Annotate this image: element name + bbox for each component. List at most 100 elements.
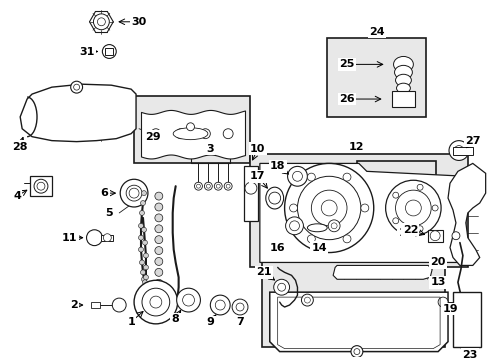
Circle shape — [93, 14, 109, 30]
Circle shape — [151, 129, 161, 139]
Circle shape — [155, 214, 163, 222]
Circle shape — [343, 235, 350, 243]
Circle shape — [138, 223, 143, 228]
Polygon shape — [20, 84, 136, 141]
Bar — [452, 147, 472, 154]
Circle shape — [289, 221, 299, 231]
Text: 9: 9 — [206, 317, 214, 327]
Polygon shape — [269, 292, 447, 352]
Circle shape — [360, 204, 368, 212]
Text: 14: 14 — [311, 243, 326, 253]
Circle shape — [273, 279, 289, 295]
Circle shape — [142, 288, 169, 316]
Circle shape — [196, 184, 200, 188]
Bar — [134, 96, 249, 163]
Polygon shape — [447, 163, 485, 265]
Circle shape — [395, 190, 430, 226]
Bar — [30, 176, 52, 196]
Circle shape — [327, 220, 339, 232]
Circle shape — [86, 230, 102, 246]
Ellipse shape — [393, 57, 412, 72]
Circle shape — [71, 81, 82, 93]
Circle shape — [112, 298, 126, 312]
Circle shape — [321, 200, 336, 216]
Text: 16: 16 — [269, 243, 285, 253]
Text: 7: 7 — [236, 317, 244, 327]
Circle shape — [429, 231, 439, 241]
Text: 29: 29 — [145, 132, 161, 142]
Circle shape — [142, 280, 147, 285]
Bar — [101, 235, 113, 241]
Text: 15: 15 — [398, 228, 413, 238]
Bar — [452, 292, 480, 347]
Circle shape — [103, 234, 111, 242]
Circle shape — [155, 279, 163, 287]
Circle shape — [186, 123, 194, 131]
Circle shape — [37, 182, 45, 190]
Text: 30: 30 — [131, 17, 146, 27]
Circle shape — [297, 176, 360, 240]
Circle shape — [74, 84, 80, 90]
Circle shape — [106, 49, 112, 54]
Text: 10: 10 — [250, 144, 265, 154]
Circle shape — [244, 182, 256, 194]
Circle shape — [343, 173, 350, 181]
Circle shape — [175, 129, 185, 139]
Circle shape — [416, 184, 422, 190]
Circle shape — [226, 184, 230, 188]
Circle shape — [102, 45, 116, 58]
Circle shape — [139, 260, 144, 265]
Text: 23: 23 — [461, 350, 476, 360]
Circle shape — [284, 163, 373, 253]
Bar — [391, 91, 414, 107]
Circle shape — [453, 145, 463, 156]
Ellipse shape — [395, 74, 410, 86]
Circle shape — [138, 235, 143, 240]
Bar — [427, 230, 442, 242]
Circle shape — [141, 277, 146, 282]
Text: 26: 26 — [339, 94, 354, 104]
Text: 31: 31 — [79, 46, 94, 57]
Circle shape — [405, 200, 421, 216]
Text: 20: 20 — [429, 257, 445, 267]
Circle shape — [224, 182, 232, 190]
Circle shape — [214, 182, 222, 190]
Text: 18: 18 — [269, 161, 285, 171]
Circle shape — [155, 192, 163, 200]
Circle shape — [126, 185, 142, 201]
Circle shape — [141, 227, 146, 232]
Circle shape — [141, 191, 146, 195]
Circle shape — [353, 348, 359, 355]
Circle shape — [204, 182, 212, 190]
Circle shape — [138, 247, 143, 252]
Text: 3: 3 — [206, 144, 214, 154]
Circle shape — [129, 188, 139, 198]
Text: 4: 4 — [13, 191, 21, 201]
Circle shape — [431, 205, 437, 211]
Circle shape — [194, 182, 202, 190]
Bar — [326, 38, 426, 117]
Circle shape — [289, 204, 297, 212]
Bar — [249, 153, 467, 267]
Circle shape — [307, 235, 315, 243]
Ellipse shape — [265, 187, 283, 209]
Bar — [105, 48, 113, 55]
Circle shape — [155, 247, 163, 255]
Ellipse shape — [396, 83, 409, 93]
Circle shape — [139, 211, 144, 215]
Circle shape — [385, 180, 440, 236]
Text: 24: 24 — [368, 27, 384, 37]
Circle shape — [392, 218, 398, 224]
Text: 2: 2 — [70, 300, 78, 310]
Circle shape — [182, 294, 194, 306]
Circle shape — [206, 184, 210, 188]
Bar — [271, 193, 346, 238]
Text: 17: 17 — [249, 171, 265, 181]
Text: 28: 28 — [12, 141, 28, 152]
Ellipse shape — [396, 92, 409, 100]
Bar — [356, 161, 435, 223]
Circle shape — [140, 201, 145, 206]
Circle shape — [34, 179, 48, 193]
Text: 5: 5 — [105, 208, 113, 218]
Circle shape — [350, 346, 362, 357]
